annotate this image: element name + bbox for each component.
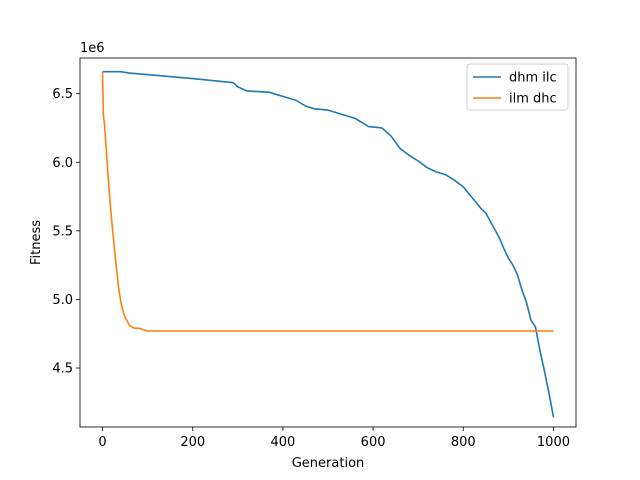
legend-label-1: dhm ilc	[509, 71, 557, 86]
x-tick-label: 0	[98, 435, 106, 450]
legend-label-2: ilm dhc	[509, 92, 557, 107]
x-tick-label: 200	[180, 435, 205, 450]
x-tick-label: 800	[451, 435, 476, 450]
lines-layer	[101, 70, 555, 418]
y-scale-label: 1e6	[80, 41, 105, 56]
y-tick-label: 5.5	[52, 224, 73, 239]
x-axis-label: Generation	[292, 456, 365, 471]
legend: dhm ilc ilm dhc	[466, 63, 569, 111]
y-tick-label: 5.0	[52, 293, 73, 308]
x-tick-label: 1000	[537, 435, 570, 450]
plot-frame	[79, 57, 577, 428]
series-line-1	[102, 70, 555, 418]
y-axis-label: Fitness	[29, 220, 44, 265]
series-line-2	[101, 71, 554, 332]
x-tick-label: 400	[270, 435, 295, 450]
y-tick-label: 6.5	[52, 87, 73, 102]
y-tick-label: 6.0	[52, 156, 73, 171]
x-tick-label: 600	[361, 435, 386, 450]
ticks-layer: 0 200 400 600 800 1000 4.5 5.0 5.5 6.0 6.5	[52, 87, 570, 450]
y-tick-label: 4.5	[52, 362, 73, 377]
